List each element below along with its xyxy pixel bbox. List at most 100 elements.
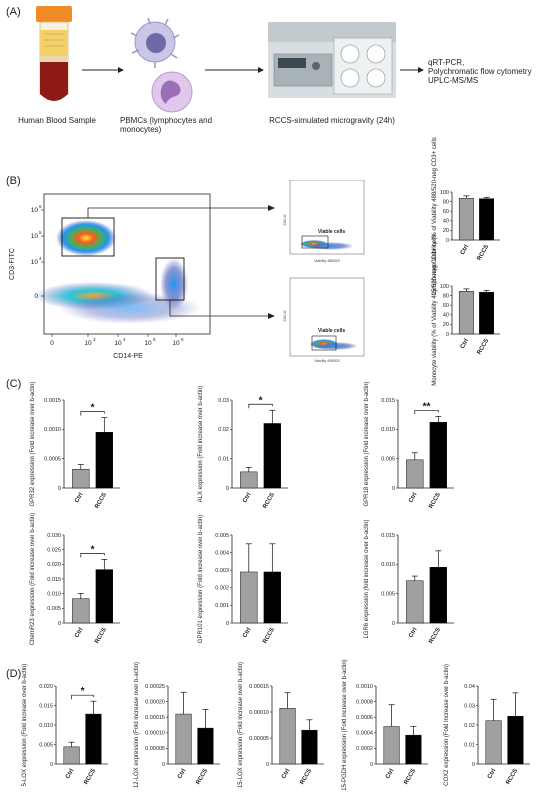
y-axis-label: 12-LOX expression (Fold increase over b-…: [134, 662, 140, 788]
y-tick-exponent: 6: [39, 204, 42, 209]
bar-chart-c-alx: 0 0.01 0.02 0.03 ALX expression (Fold increa…: [198, 386, 288, 510]
y-axis-label: ALX expression (Fold increase over b-act…: [198, 386, 204, 503]
y-tick-label: 0.00005: [145, 746, 165, 752]
viability-plot-bottom: Viable cells SSC-H Viability 405/520: [283, 277, 365, 363]
y-tick-label: 0.0010: [44, 427, 61, 433]
y-axis-label: GPR18 expression (Fold increase over b-a…: [364, 381, 370, 506]
bar-rccs: [479, 291, 495, 335]
x-tick-label: 10: [114, 340, 122, 347]
bar-rccs: [85, 713, 102, 765]
category-label: Ctrl: [408, 492, 419, 504]
y-tick-label: 40: [443, 313, 449, 319]
bar-ctrl: [240, 471, 258, 489]
y-tick-label: 0.00015: [249, 684, 269, 690]
y-tick-label: 0.0010: [356, 684, 373, 690]
y-tick-label: 0.015: [39, 703, 53, 709]
y-tick-label: 80: [443, 199, 449, 205]
y-tick-label: 0.015: [381, 398, 395, 404]
significance-marker: *: [259, 395, 263, 406]
y-tick-label: 10: [31, 233, 39, 240]
y-tick-label: 0: [392, 486, 395, 492]
y-tick-label: 100: [440, 190, 449, 196]
category-label: RCCS: [94, 627, 108, 645]
y-tick-label: 0: [266, 762, 269, 768]
y-tick-label: 0.005: [215, 533, 229, 539]
small-x-label-bottom: Viability 405/520: [314, 359, 340, 363]
y-tick-label: 40: [443, 219, 449, 225]
category-label: Ctrl: [408, 627, 419, 639]
bar-rccs: [95, 432, 113, 489]
bar-rccs: [95, 569, 113, 624]
y-tick-label: 0: [58, 486, 61, 492]
bar-ctrl: [406, 580, 424, 624]
y-tick-label: 0.0004: [356, 731, 373, 737]
bar-rccs: [301, 729, 318, 765]
y-tick-label: 0.02: [464, 723, 475, 729]
viability-plot-top: Viable cells SSC-H Viability 488/520: [283, 180, 365, 263]
bar-ctrl: [63, 746, 80, 765]
arrow-icon: [169, 300, 275, 319]
small-y-label-bottom: SSC-H: [283, 310, 287, 321]
monocyte-icon: [151, 71, 193, 113]
panel-label-a: (A): [6, 6, 21, 18]
category-label: RCCS: [83, 768, 97, 786]
main-y-label: CD3-FITC: [9, 248, 16, 280]
y-tick-label: 0.005: [381, 456, 395, 462]
y-tick-label: 0: [162, 762, 165, 768]
y-axis-label: Monocyte viability (% of Viability 405/5…: [432, 234, 438, 385]
y-tick-label: 0: [472, 762, 475, 768]
bar-rccs: [197, 727, 214, 765]
category-label: RCCS: [505, 768, 519, 786]
category-label: Ctrl: [65, 768, 76, 780]
y-tick-label: 0.03: [464, 703, 475, 709]
y-tick-label: 10: [31, 207, 39, 214]
blood-caption: Human Blood Sample: [18, 116, 96, 125]
rccs-caption: RCCS-simulated microgravity (24h): [269, 116, 395, 125]
bar-rccs: [507, 715, 524, 765]
y-tick-label: 0: [446, 332, 449, 338]
bar-chart-d-cox2: 0 0.01 0.02 0.03 0.04 COX2 expression (Fold i…: [444, 664, 530, 786]
bar-ctrl: [458, 291, 474, 335]
category-label: Ctrl: [242, 627, 253, 639]
category-label: Ctrl: [460, 338, 471, 350]
bar-chart-d-15pgdh: 0 0.0002 0.0004 0.0006 0.0008 0.0010 15-PGDH e…: [342, 659, 428, 791]
lymphocyte-icon: [130, 17, 180, 68]
bar-ctrl: [383, 726, 400, 765]
y-tick-label: 0.010: [381, 427, 395, 433]
y-tick-label: 0.003: [215, 568, 229, 574]
y-tick-label: 0.015: [381, 533, 395, 539]
y-tick-label: 0.005: [381, 591, 395, 597]
gate-label-top: Viable cells: [318, 229, 345, 235]
y-tick-label: 0.00010: [145, 731, 165, 737]
y-tick-label: 0.03: [218, 398, 229, 404]
y-axis-label: 15-LOX expression (Fold increase over b-…: [238, 662, 244, 788]
y-axis-label: 15-PGDH expression (Fold increase over b…: [342, 659, 348, 790]
y-tick-label: 0.0006: [356, 715, 373, 721]
y-tick-label: 80: [443, 293, 449, 299]
output-qrtpcr: qRT-PCR,: [428, 58, 465, 67]
significance-bracket: [80, 552, 105, 558]
category-label: RCCS: [94, 492, 108, 510]
viable-gate-top: [301, 235, 329, 249]
significance-marker: *: [91, 544, 95, 555]
category-label: RCCS: [262, 627, 276, 645]
y-tick-label: 0.00020: [145, 699, 165, 705]
y-tick-label: 0.04: [464, 684, 475, 690]
arrow-icon: [205, 67, 264, 73]
bar-chart-d-12lox: 0 0.00005 0.00010 0.00015 0.00020 0.00025 12-L…: [134, 662, 220, 788]
significance-bracket: [80, 411, 105, 416]
bar-rccs: [429, 567, 447, 624]
significance-bracket: [71, 694, 94, 700]
y-tick-label: 0: [58, 621, 61, 627]
category-label: RCCS: [428, 627, 442, 645]
category-label: Ctrl: [74, 627, 85, 639]
bar-ctrl: [485, 720, 502, 765]
y-axis-label: Lymphocyte viability (% of Viability 488…: [432, 137, 438, 295]
output-uplc: UPLC-MS/MS: [428, 76, 479, 86]
bar-chart-c-gpr101: 0 0.001 0.002 0.003 0.004 0.005 GPR101 express…: [198, 515, 288, 645]
x-tick-exponent: 6: [181, 337, 184, 342]
y-tick-label: 0.01: [464, 742, 475, 748]
x-tick-label: 10: [144, 340, 152, 347]
y-tick-label: 0.010: [47, 591, 61, 597]
